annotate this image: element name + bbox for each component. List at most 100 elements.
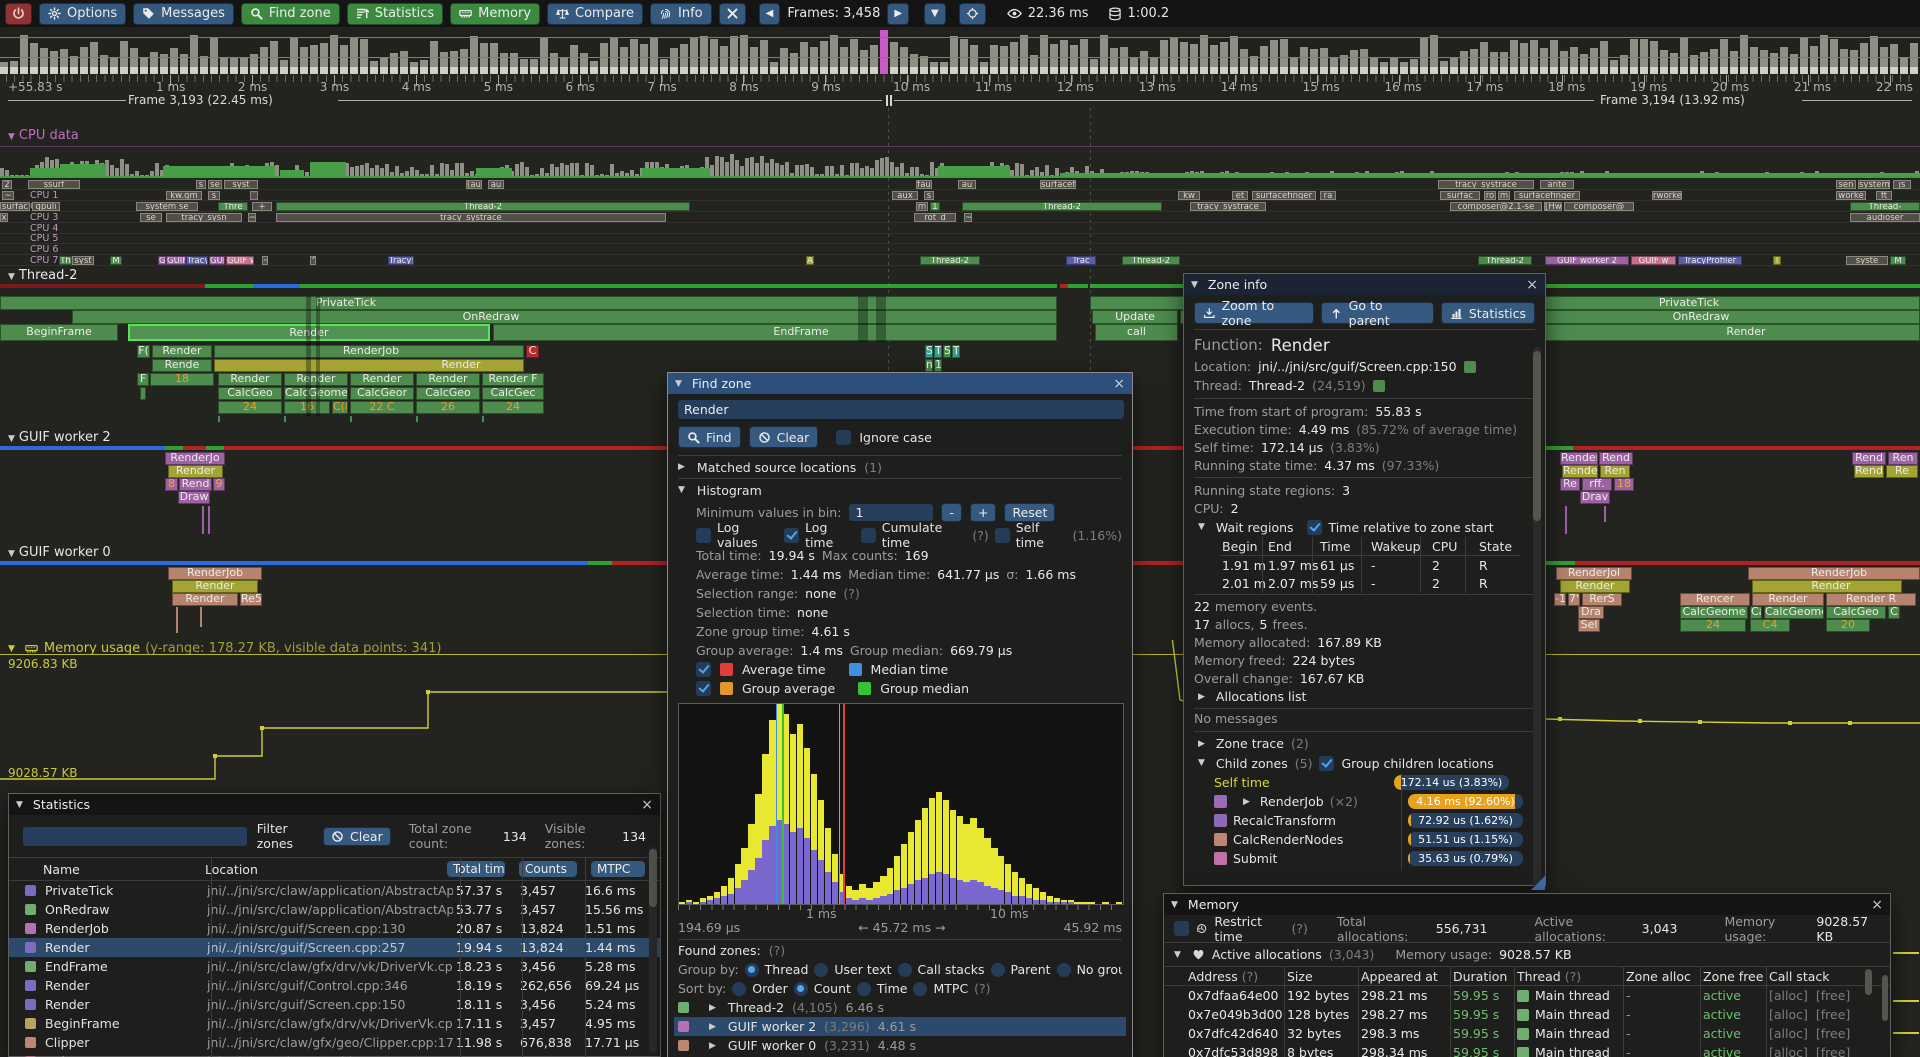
cpu-zone[interactable]: ra	[1320, 191, 1336, 200]
cpu-data-header[interactable]: ▼ CPU data	[8, 128, 79, 143]
cpu-zone[interactable]: surfacefinger	[1252, 191, 1316, 200]
timeline-zone[interactable]: call	[1095, 324, 1178, 341]
cpu-zone[interactable]: ~	[262, 256, 268, 265]
timeline-zone[interactable]: C	[1888, 606, 1900, 619]
close-icon[interactable]: ×	[1113, 375, 1125, 392]
column-sort-button[interactable]: MTPC	[591, 861, 645, 877]
cpu-zone[interactable]: sen	[1836, 180, 1856, 189]
timeline-zone[interactable]	[140, 387, 146, 400]
wait-regions-toggle[interactable]: ▼ Wait regions Time relative to zone start	[1198, 519, 1494, 535]
thread-color-swatch[interactable]	[1372, 379, 1385, 392]
child-zone-row[interactable]: ▶ RenderJob (×2) 4.16 ms (92.60%)	[1194, 792, 1535, 811]
cpu-zone[interactable]: M	[1890, 256, 1906, 265]
timeline-zone[interactable]: Render	[416, 373, 480, 386]
statistics-row[interactable]: EndFrame jni/../jni/src/claw/gfx/drv/vk/D…	[9, 957, 660, 976]
group-children-checkbox[interactable]	[1319, 755, 1335, 771]
cpu-zone[interactable]: ^	[310, 256, 316, 265]
statistics-button[interactable]: Statistics	[1440, 302, 1535, 324]
source-location[interactable]: jni/../jni/src/guif/Screen.cpp:150	[1258, 359, 1457, 374]
expand-icon[interactable]: ▶	[709, 1040, 716, 1051]
histogram-range-row[interactable]: 194.69 µs ← 45.72 ms → 45.92 ms	[678, 920, 1122, 935]
timeline-zone[interactable]: Render	[172, 593, 238, 606]
allocation-row[interactable]: 0x7dfc53d898 8 bytes 298.34 ms 59.95 s Main …	[1164, 1043, 1890, 1057]
cpu-zone[interactable]: system se	[136, 202, 198, 211]
timeline-zone[interactable]: 18	[1614, 478, 1634, 491]
cpu-zone[interactable]: composer@	[1564, 202, 1634, 211]
cpu-zone[interactable]: Thread-2	[962, 202, 1162, 211]
timeline-zone[interactable]: Render F	[482, 373, 544, 386]
statistics-scrollbar-thumb[interactable]	[649, 849, 657, 907]
cpu-zone[interactable]: Thread-2	[276, 202, 690, 211]
cpu-zone[interactable]: TracyProfiler	[1678, 256, 1742, 265]
child-zone-row[interactable]: CalcRenderNodes 51.51 us (1.15%)	[1194, 830, 1535, 849]
cpu-zone[interactable]: Thread-2	[920, 256, 980, 265]
timeline-zone[interactable]: RenderJob	[168, 567, 262, 580]
cpu-zone[interactable]: Thre	[218, 202, 248, 211]
cpu-zone[interactable]: system	[1858, 180, 1890, 189]
cpu-zone[interactable]: l	[1773, 256, 1781, 265]
timeline-zone[interactable]: CalcGeo	[416, 387, 480, 400]
group-by-radio-call-stacks[interactable]	[897, 962, 912, 977]
cpu-zone[interactable]: au	[488, 180, 504, 189]
timeline-zone[interactable]: 22 C	[350, 401, 414, 414]
timeline-zone[interactable]: Dra	[1578, 606, 1604, 619]
timeline-zone[interactable]: S	[925, 345, 933, 358]
filter-zones-input[interactable]	[23, 826, 247, 846]
column-header-appeared-at[interactable]: Appeared at	[1361, 968, 1438, 984]
cpu-zone[interactable]: [Hw	[1544, 202, 1562, 211]
timeline-zone[interactable]: RenderJ	[1560, 452, 1598, 465]
timeline-zone[interactable]: Ca	[1750, 606, 1762, 619]
timeline-zone[interactable]: CalcGeomet	[1764, 606, 1824, 619]
clear-button[interactable]: Clear	[748, 426, 819, 448]
collapse-icon[interactable]: ▼	[1191, 279, 1198, 290]
expand-icon[interactable]: ▶	[709, 1021, 716, 1032]
cpu-zone[interactable]: aux	[892, 191, 918, 200]
cpu-zone[interactable]: 1	[930, 202, 940, 211]
cpu-zone[interactable]: ante	[1540, 180, 1574, 189]
cpu-zone[interactable]: ro	[1484, 191, 1496, 200]
timeline-zone[interactable]: Render	[152, 345, 212, 358]
memory-scrollbar-thumb[interactable]	[1882, 975, 1888, 1021]
group-by-radio-user-text[interactable]	[814, 962, 829, 977]
timeline-zone[interactable]: C(8	[332, 401, 348, 414]
cpu-zone[interactable]: Tracy!	[388, 256, 414, 265]
sort-by-radio-mtpc[interactable]	[913, 981, 928, 996]
collapse-icon[interactable]: ▼	[1171, 899, 1178, 910]
timeline-zone[interactable]: CalcGeome	[284, 387, 348, 400]
statistics-row[interactable]: BeginFrame jni/../jni/src/claw/gfx/drv/vk…	[9, 1014, 660, 1033]
cpu-zone[interactable]: Thread-	[1850, 202, 1920, 211]
cpu-zone[interactable]: worke	[1836, 191, 1866, 200]
statistics-titlebar[interactable]: ▼ Statistics ×	[9, 794, 660, 815]
timeline-zone[interactable]: RenderJob	[1748, 567, 1920, 580]
timeline-zone[interactable]: Render R	[1826, 593, 1916, 606]
toolbar-button-power[interactable]	[5, 2, 32, 25]
cpu-zone[interactable]: surfac	[0, 202, 30, 211]
toolbar-button-statistics[interactable]: Statistics	[346, 2, 444, 25]
timeline-zone[interactable]: CalcGec	[482, 387, 544, 400]
allocation-row[interactable]: 0x7dfaa64e00 192 bytes 298.21 ms 59.95 s Mai…	[1164, 986, 1890, 1005]
toolbar-button-compare[interactable]: Compare	[547, 2, 644, 25]
legend-checkbox[interactable]	[696, 681, 711, 696]
cpu-zone[interactable]: M	[110, 256, 122, 265]
cpu-zone[interactable]: gpuli	[32, 202, 60, 211]
zone-info-titlebar[interactable]: ▼ Zone info ×	[1184, 274, 1545, 295]
timeline-zone[interactable]: Rend	[1852, 452, 1886, 465]
timeline-zone[interactable]: CalcGeo	[1826, 606, 1886, 619]
timeline-zone[interactable]: 9	[213, 478, 225, 491]
column-header-size[interactable]: Size	[1287, 968, 1313, 984]
thread-header-thread-2[interactable]: ▼ Thread-2	[8, 268, 78, 283]
timeline-zone[interactable]: CalcGeome	[1680, 606, 1748, 619]
group-by-radio-parent[interactable]	[990, 962, 1005, 977]
cpu-zone[interactable]: Th	[59, 256, 72, 265]
cpu-zone[interactable]: ssurf	[28, 180, 80, 189]
toolbar-button-info[interactable]: Info	[650, 2, 712, 25]
cpu-zone[interactable]: G	[158, 256, 166, 265]
timeline-zone[interactable]: Ren	[1600, 465, 1630, 478]
allocation-row[interactable]: 0x7dfc42d640 32 bytes 298.3 ms 59.95 s Main …	[1164, 1024, 1890, 1043]
min-bin-increment-button[interactable]: +	[969, 503, 997, 522]
cpu-zone[interactable]: Trac	[1066, 256, 1096, 265]
cpu-zone[interactable]: se	[140, 213, 162, 222]
cpu-zone[interactable]: ~	[248, 213, 256, 222]
cpu-zone[interactable]: tracy_sysn	[166, 213, 242, 222]
